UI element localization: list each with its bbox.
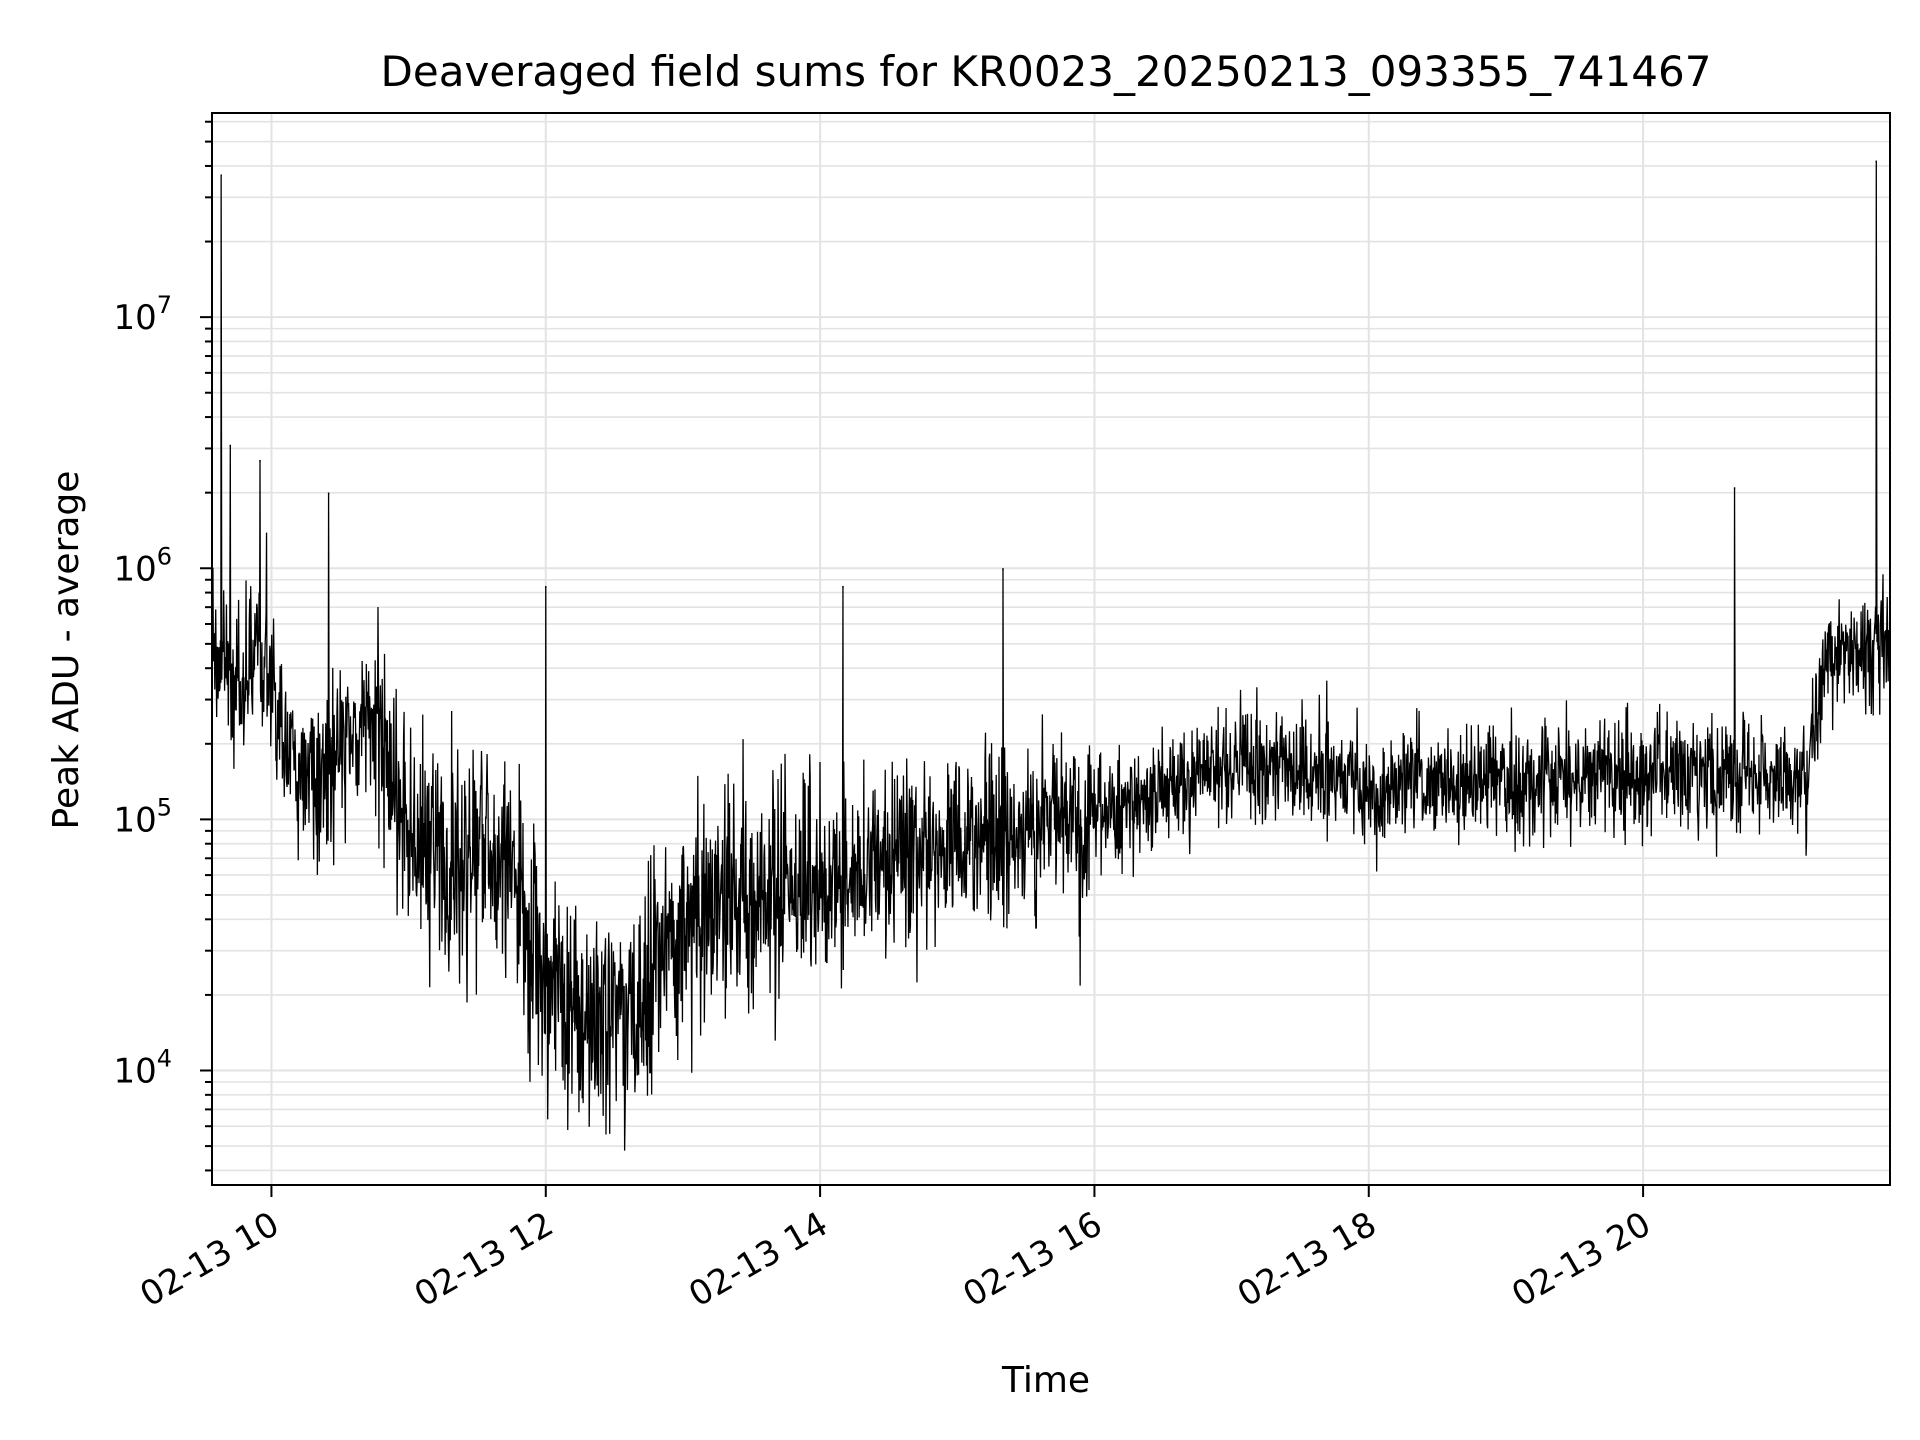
y-axis: 104 105 106 107: [113, 120, 212, 1172]
x-axis-label: Time: [1001, 1360, 1090, 1401]
y-tick-label: 105: [113, 793, 172, 840]
y-tick-label: 106: [113, 542, 172, 589]
data-line-group: [211, 160, 1891, 1151]
data-series-line: [211, 160, 1891, 1151]
chart-title: Deaveraged field sums for KR0023_2025021…: [381, 47, 1712, 96]
grid: [212, 113, 1890, 1185]
plot-frame: [211, 112, 1891, 1186]
y-tick-label: 107: [113, 291, 172, 338]
y-tick-label: 104: [113, 1045, 172, 1092]
y-axis-label: Peak ADU - average: [46, 471, 87, 830]
